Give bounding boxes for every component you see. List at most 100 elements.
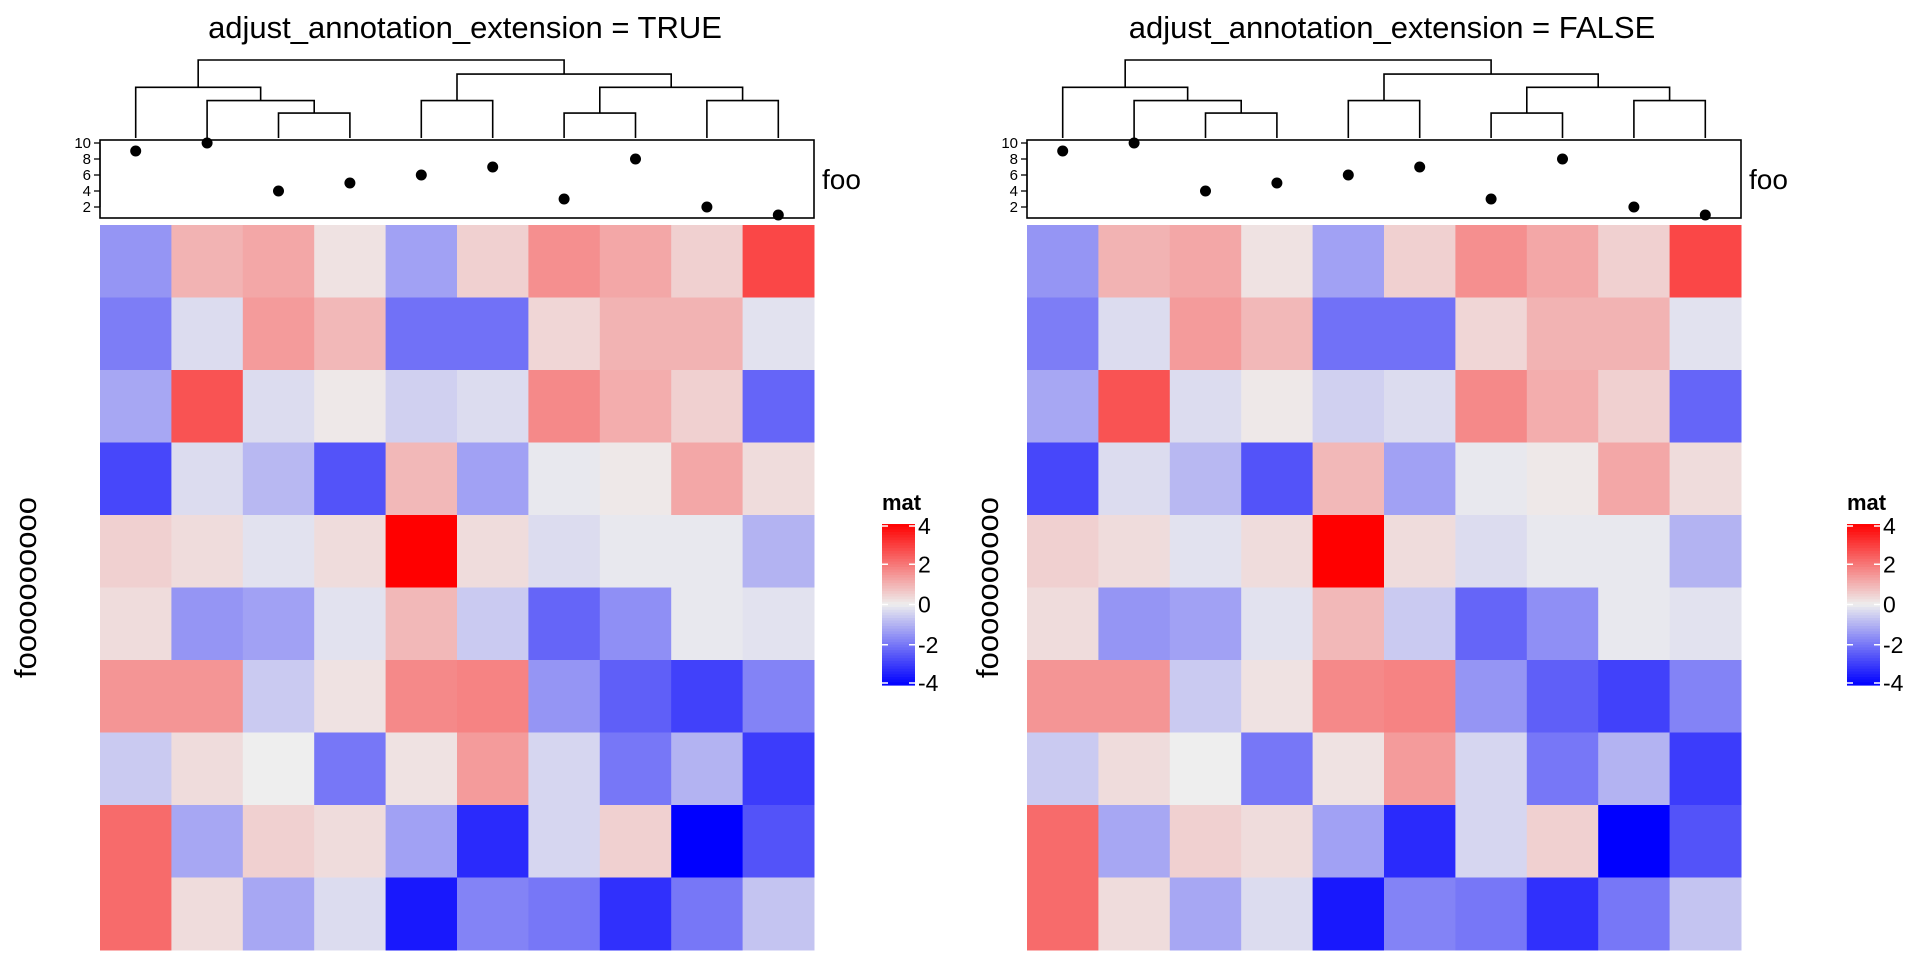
legend-gradient-step [1847, 644, 1880, 649]
legend-gradient-step [882, 537, 915, 541]
legend-gradient-step [1847, 529, 1880, 533]
legend-tick-label: -4 [918, 670, 939, 696]
heatmap-cell [1027, 297, 1099, 371]
annotation-axis-label: 6 [83, 167, 91, 184]
legend-gradient-step [1847, 620, 1880, 624]
legend-gradient-step [1847, 558, 1880, 563]
legend-gradient-step [882, 609, 915, 614]
dendrogram-link [1347, 99, 1421, 138]
heatmap-cell [1669, 225, 1742, 298]
heatmap-cell [1169, 587, 1242, 661]
legend-title: mat [1847, 490, 1887, 515]
heatmap-body [1027, 225, 1742, 951]
annotation-axis-label: 2 [83, 199, 91, 216]
legend-tick-label: -2 [918, 632, 938, 658]
heatmap-cell [1384, 442, 1456, 516]
legend-gradient-step [882, 548, 915, 552]
heatmap-cell [1526, 805, 1599, 878]
heatmap-cell [1669, 370, 1742, 443]
legend-gradient-step [1847, 548, 1880, 552]
heatmap-cell [599, 442, 672, 516]
heatmap-cell [314, 660, 387, 733]
heatmap-cell [1384, 297, 1456, 371]
heatmap-cell [385, 732, 458, 806]
heatmap-cell [742, 877, 815, 951]
heatmap-cell [171, 370, 244, 443]
heatmap-cell [528, 442, 601, 516]
legend-gradient-step [1847, 658, 1880, 662]
annotation-point [1557, 153, 1568, 165]
legend-gradient-step [1847, 534, 1880, 539]
heatmap-cell [100, 805, 172, 878]
legend-gradient-step [882, 558, 915, 563]
annotation-name: foo [822, 164, 861, 195]
legend-gradient-step [1847, 666, 1880, 670]
legend-gradient-step [1847, 601, 1880, 606]
heatmap-cell [100, 587, 172, 661]
legend-gradient-step [882, 628, 915, 632]
dendrogram-link [197, 59, 565, 88]
heatmap-cell [742, 732, 815, 806]
legend-gradient-step [882, 666, 915, 670]
heatmap-cell [1027, 225, 1099, 298]
row-title: foooooooooo [970, 497, 1005, 678]
annotation-axis-label: 4 [1010, 183, 1018, 200]
dendrogram-link [1490, 112, 1564, 138]
legend-gradient-step [1847, 647, 1880, 651]
legend-gradient-step [882, 577, 915, 581]
legend-gradient-step [882, 607, 915, 611]
legend-gradient-step [882, 566, 915, 571]
annotation-point [1271, 177, 1283, 189]
legend-gradient-step [882, 671, 915, 675]
annotation-point [344, 177, 356, 189]
legend-gradient-step [882, 564, 915, 568]
heatmap-cell [599, 805, 672, 878]
annotation-axis-label: 10 [74, 135, 91, 152]
legend-gradient-step [1847, 671, 1880, 675]
heatmap-cell [1455, 877, 1528, 951]
heatmap-panel-2: adjust_annotation_extension = FALSE24681… [970, 10, 1904, 951]
legend-gradient-step [882, 668, 915, 673]
legend-gradient-step [1847, 612, 1880, 616]
heatmap-cell [385, 660, 458, 733]
heatmap-cell [599, 297, 672, 371]
heatmap-cell [1526, 370, 1599, 443]
heatmap-cell [528, 515, 601, 588]
legend-gradient-step [1847, 583, 1880, 587]
legend-gradient-step [882, 655, 915, 659]
heatmap-cell [599, 370, 672, 443]
heatmap-cell [742, 660, 815, 733]
legend-gradient-step [882, 617, 915, 622]
heatmap-cell [742, 442, 815, 516]
legend-gradient-step [882, 569, 915, 573]
column-dendrogram [134, 59, 780, 138]
heatmap-cell [1027, 732, 1099, 806]
heatmap-cell [1526, 442, 1599, 516]
legend-gradient-step [1847, 660, 1880, 665]
heatmap-cell [1169, 370, 1242, 443]
heatmap-cell [1027, 805, 1099, 878]
heatmap-cell [171, 515, 244, 588]
heatmap-cell [742, 370, 815, 443]
legend-gradient-step [1847, 631, 1880, 635]
heatmap-cell [171, 587, 244, 661]
legend-gradient-step [1847, 593, 1880, 598]
heatmap-cell [1312, 732, 1385, 806]
heatmap-cell [671, 370, 744, 443]
legend-gradient-step [1847, 561, 1880, 565]
annotation-axis-label: 10 [1001, 135, 1018, 152]
legend-gradient-step [882, 623, 915, 627]
heatmap-cell [742, 515, 815, 588]
heatmap-cell [1169, 515, 1242, 588]
heatmap-cell [457, 225, 529, 298]
heatmap-cell [742, 297, 815, 371]
heatmap-cell [457, 515, 529, 588]
heatmap-cell [1241, 660, 1314, 733]
heatmap-cell [242, 225, 315, 298]
legend-gradient-step [1847, 674, 1880, 678]
legend-gradient-step [882, 658, 915, 662]
heatmap-cell [599, 515, 672, 588]
legend-gradient-step [1847, 596, 1880, 600]
heatmap-cell [1455, 297, 1528, 371]
